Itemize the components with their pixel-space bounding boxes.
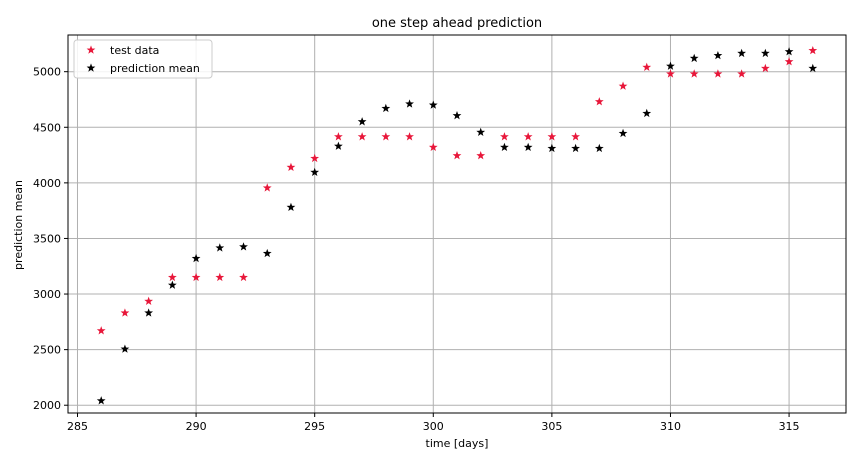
point-prediction-mean bbox=[167, 280, 177, 289]
point-test-data bbox=[286, 162, 296, 172]
legend-star-prediction-mean bbox=[86, 63, 96, 72]
grid-lines bbox=[68, 35, 846, 413]
point-prediction-mean bbox=[618, 128, 628, 138]
point-test-data bbox=[571, 132, 580, 141]
point-test-data bbox=[167, 272, 177, 282]
point-test-data bbox=[262, 183, 272, 192]
point-test-data bbox=[689, 69, 699, 78]
point-test-data bbox=[642, 62, 652, 71]
point-prediction-mean bbox=[760, 48, 770, 58]
point-test-data bbox=[594, 97, 604, 106]
x-tick-label: 305 bbox=[541, 420, 562, 433]
point-test-data bbox=[357, 132, 367, 141]
point-prediction-mean bbox=[334, 141, 343, 150]
point-prediction-mean bbox=[689, 53, 699, 63]
y-tick-label: 4000 bbox=[33, 177, 61, 190]
point-prediction-mean bbox=[808, 63, 818, 73]
point-prediction-mean bbox=[476, 127, 486, 136]
y-tick-label: 5000 bbox=[33, 66, 61, 79]
point-test-data bbox=[523, 132, 533, 141]
series-test-data bbox=[96, 45, 818, 335]
point-test-data bbox=[381, 132, 391, 141]
point-prediction-mean bbox=[737, 48, 747, 58]
point-test-data bbox=[618, 81, 628, 90]
y-tick-label: 3000 bbox=[33, 288, 61, 301]
x-axis-label: time [days] bbox=[426, 437, 489, 450]
point-prediction-mean bbox=[215, 243, 225, 252]
point-test-data bbox=[808, 45, 818, 55]
y-tick-label: 2000 bbox=[33, 399, 61, 412]
x-tick-label: 310 bbox=[660, 420, 681, 433]
legend-label-test-data: test data bbox=[110, 44, 159, 57]
point-prediction-mean bbox=[784, 47, 794, 56]
point-test-data bbox=[784, 57, 794, 66]
legend-marker-test-data bbox=[86, 45, 96, 54]
y-tick-label: 4500 bbox=[33, 121, 61, 134]
point-test-data bbox=[452, 151, 462, 160]
point-prediction-mean bbox=[144, 308, 154, 317]
point-prediction-mean bbox=[357, 117, 367, 126]
point-test-data bbox=[334, 132, 343, 141]
point-prediction-mean bbox=[547, 143, 557, 153]
legend-marker-prediction-mean bbox=[86, 63, 96, 72]
point-prediction-mean bbox=[713, 50, 723, 60]
point-prediction-mean bbox=[191, 253, 201, 263]
x-tick-label: 300 bbox=[423, 420, 444, 433]
point-test-data bbox=[191, 272, 201, 282]
point-prediction-mean bbox=[594, 143, 604, 153]
point-test-data bbox=[760, 63, 770, 73]
point-test-data bbox=[476, 151, 486, 160]
point-prediction-mean bbox=[571, 143, 580, 153]
point-prediction-mean bbox=[286, 202, 296, 212]
point-test-data bbox=[547, 132, 557, 141]
x-tick-label: 290 bbox=[186, 420, 207, 433]
y-tick-label: 2500 bbox=[33, 344, 61, 357]
point-prediction-mean bbox=[523, 142, 533, 152]
point-prediction-mean bbox=[500, 142, 509, 152]
point-prediction-mean bbox=[262, 248, 272, 258]
point-test-data bbox=[405, 132, 414, 141]
point-prediction-mean bbox=[428, 100, 438, 109]
axis-ticks: 285 290 295 300 305 310 315 2000 2500 3000 3500 400… bbox=[33, 66, 800, 433]
point-test-data bbox=[666, 69, 675, 78]
point-test-data bbox=[239, 272, 248, 282]
point-test-data bbox=[96, 326, 106, 335]
point-test-data bbox=[144, 296, 154, 305]
y-axis-label: prediction mean bbox=[12, 180, 25, 270]
y-tick-label: 3500 bbox=[33, 232, 61, 245]
point-prediction-mean bbox=[381, 103, 391, 113]
chart-title: one step ahead prediction bbox=[372, 16, 542, 31]
point-prediction-mean bbox=[239, 242, 248, 251]
legend-star-test-data bbox=[86, 45, 96, 54]
point-test-data bbox=[428, 142, 438, 152]
point-prediction-mean bbox=[666, 61, 675, 70]
point-test-data bbox=[713, 69, 723, 78]
point-prediction-mean bbox=[452, 111, 462, 120]
point-prediction-mean bbox=[405, 99, 414, 108]
legend-label-prediction-mean: prediction mean bbox=[110, 62, 200, 75]
point-prediction-mean bbox=[96, 396, 106, 405]
legend: test data prediction mean bbox=[73, 39, 213, 79]
point-test-data bbox=[120, 308, 130, 317]
data-points bbox=[96, 45, 818, 405]
series-prediction-mean bbox=[96, 47, 818, 405]
x-tick-label: 285 bbox=[67, 420, 88, 433]
x-tick-label: 295 bbox=[304, 420, 325, 433]
point-test-data bbox=[737, 69, 747, 78]
point-prediction-mean bbox=[310, 167, 320, 177]
legend-box bbox=[73, 39, 213, 79]
point-test-data bbox=[310, 153, 320, 163]
x-tick-label: 315 bbox=[779, 420, 800, 433]
point-test-data bbox=[215, 272, 225, 282]
point-test-data bbox=[500, 132, 509, 141]
point-prediction-mean bbox=[642, 108, 652, 118]
point-prediction-mean bbox=[120, 344, 130, 353]
plot-area-frame bbox=[67, 34, 847, 414]
